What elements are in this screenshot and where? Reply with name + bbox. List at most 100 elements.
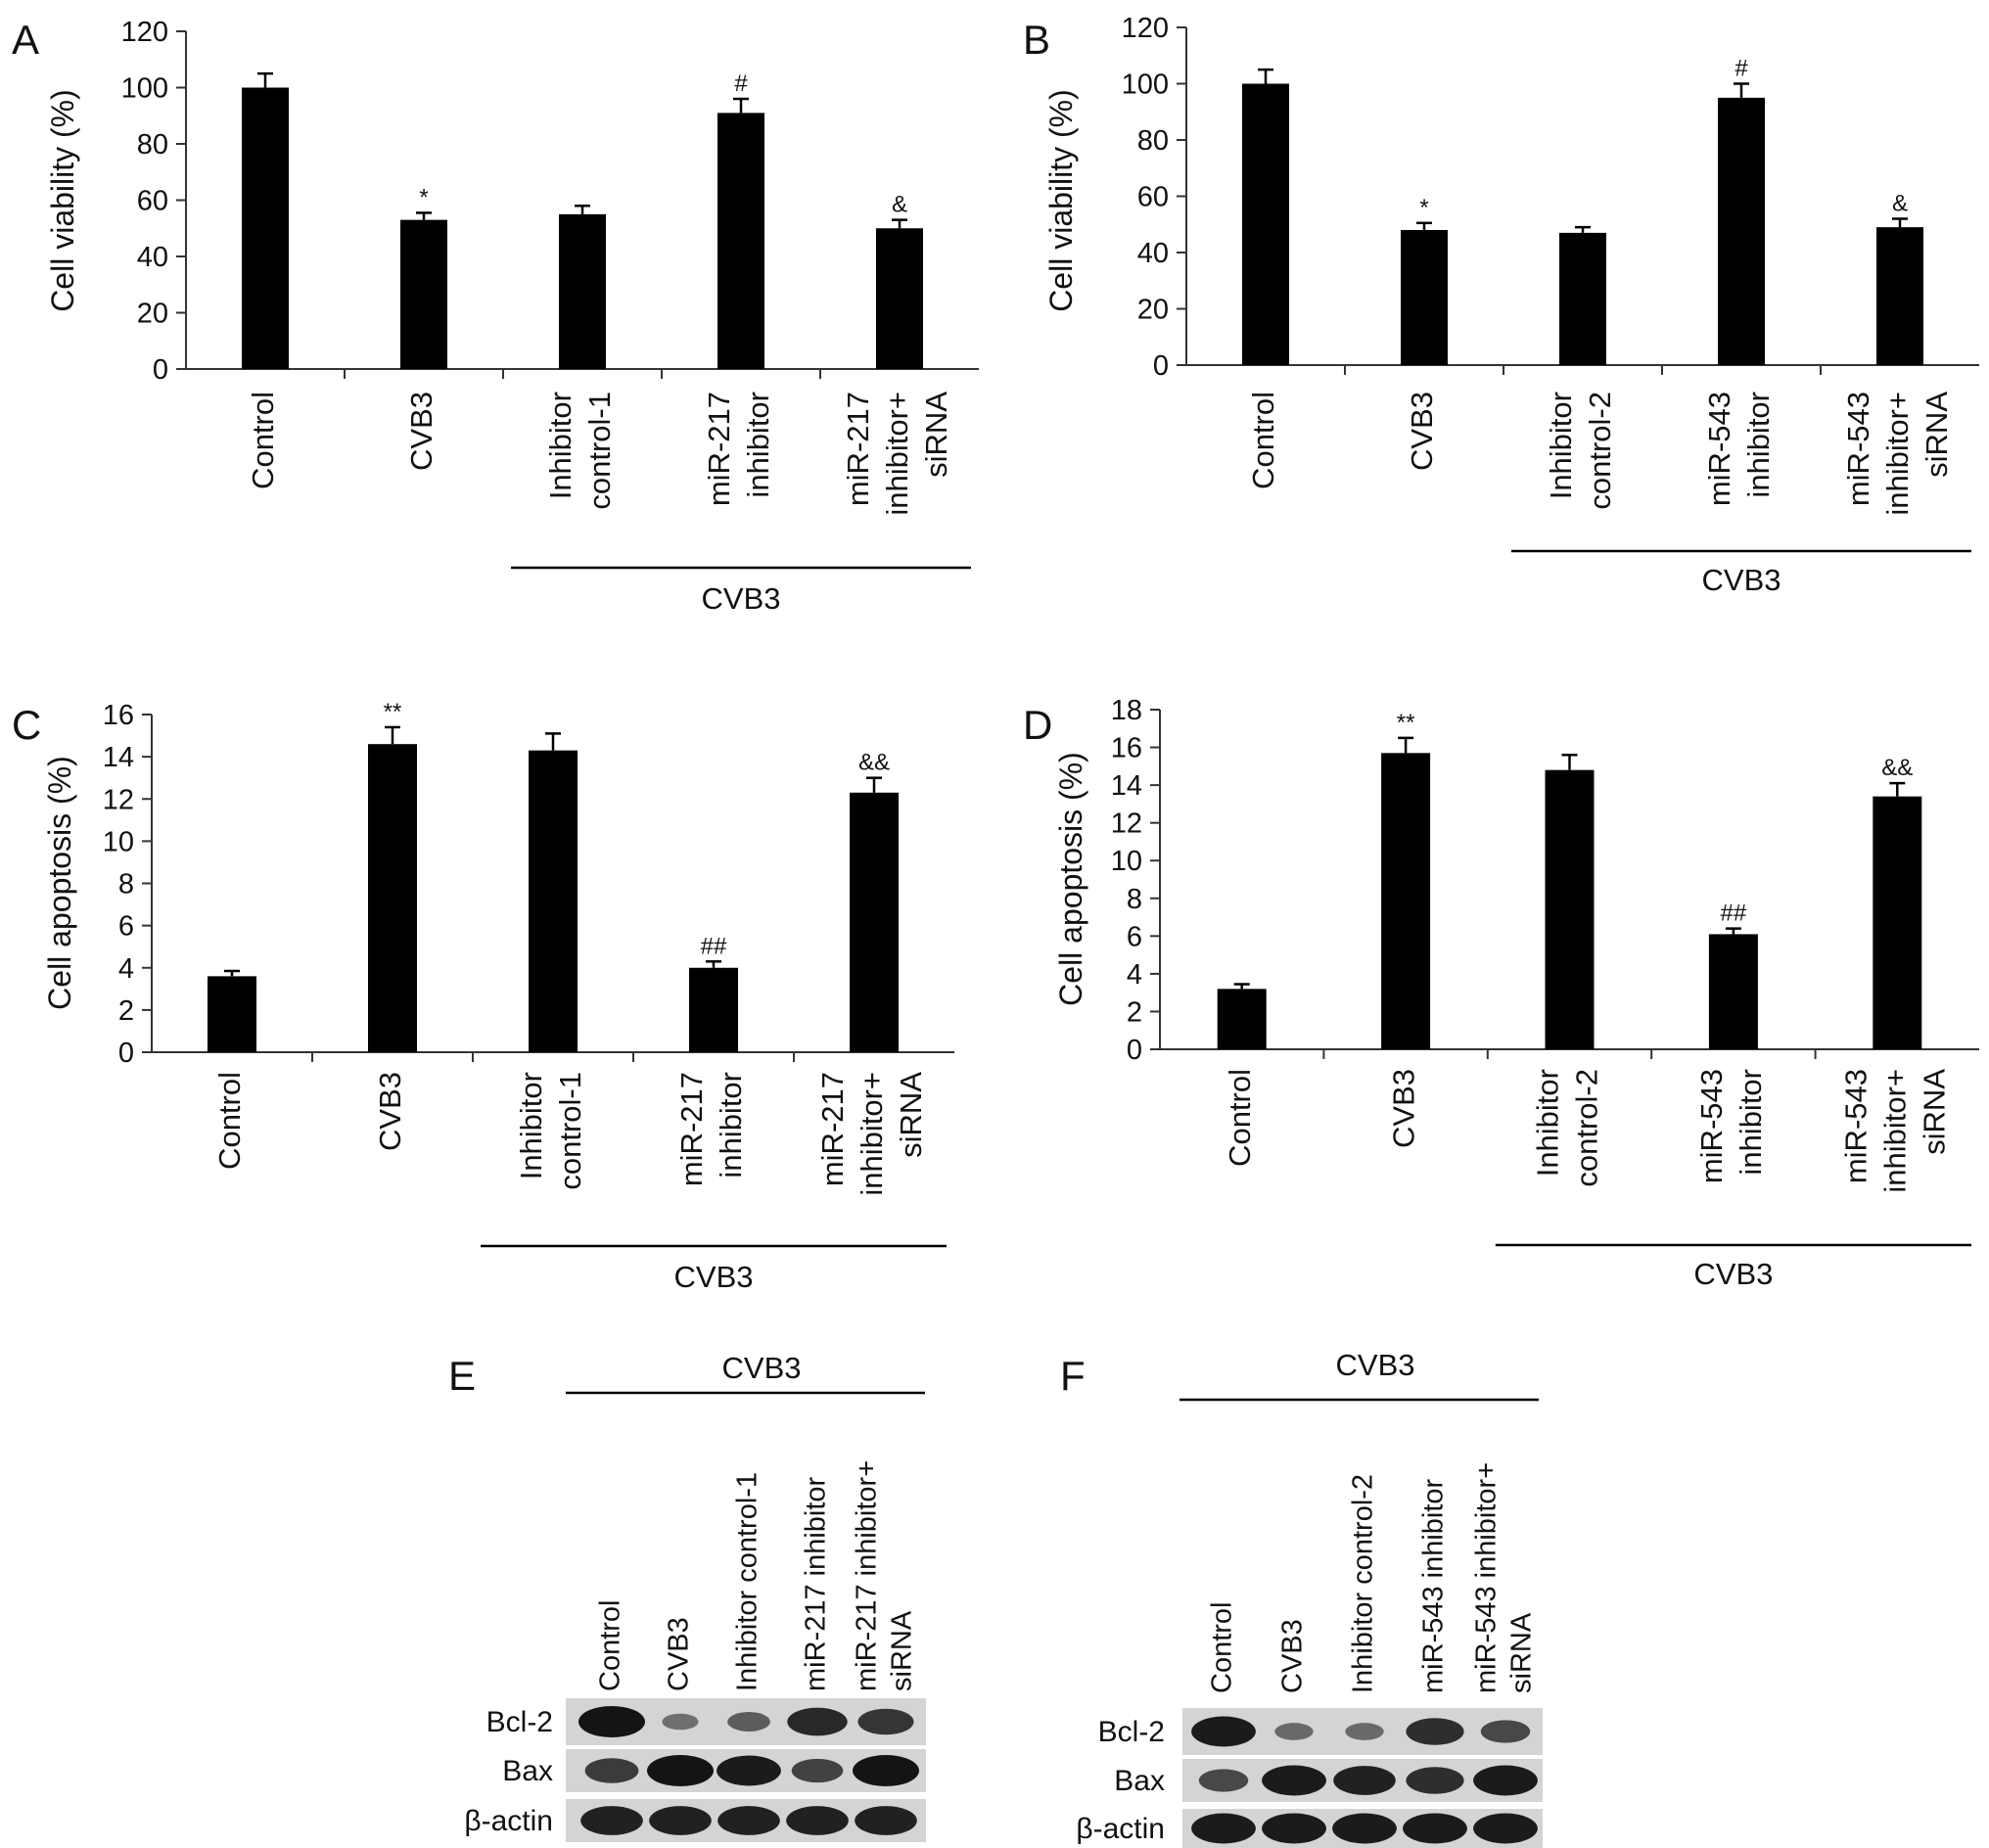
y-tick-label: 14 xyxy=(103,742,134,773)
category-label: control-1 xyxy=(553,1072,587,1190)
blot-band xyxy=(1406,1718,1464,1745)
chart-panel-b: B 0 20 40 60 80 100 120 Cell viability (%) * # & Con… xyxy=(1023,13,1979,597)
bar xyxy=(529,750,578,1052)
lane-label: miR-543 inhibitor+ xyxy=(1471,1462,1503,1693)
blot-row-label: Bcl-2 xyxy=(1098,1716,1165,1748)
blot-band xyxy=(580,1806,643,1835)
y-tick-label: 6 xyxy=(118,911,134,943)
bar xyxy=(689,967,738,1052)
panel-letter: E xyxy=(448,1353,476,1399)
y-axis-label: Cell apoptosis (%) xyxy=(42,756,77,1010)
blot-band xyxy=(791,1758,844,1783)
category-label: CVB3 xyxy=(1386,1069,1420,1148)
y-tick-label: 14 xyxy=(1111,770,1142,802)
blot-row-label: β-actin xyxy=(464,1805,553,1837)
group-label: CVB3 xyxy=(1336,1348,1415,1382)
category-label: control-2 xyxy=(1583,392,1617,510)
bar xyxy=(1873,796,1922,1049)
blot-band xyxy=(787,1707,848,1736)
y-tick-label: 20 xyxy=(137,299,168,330)
blot-band xyxy=(1262,1765,1326,1796)
blot-band xyxy=(1406,1767,1464,1794)
category-label: inhibitor+ xyxy=(855,1072,889,1196)
y-tick-label: 10 xyxy=(1111,846,1142,877)
panel-letter: D xyxy=(1023,702,1052,748)
significance-marker: * xyxy=(419,184,428,210)
significance-marker: ## xyxy=(1721,901,1747,927)
category-label: CVB3 xyxy=(373,1072,407,1151)
blot-band xyxy=(1191,1716,1256,1747)
significance-marker: ** xyxy=(1397,710,1415,736)
bar xyxy=(876,228,923,369)
y-tick-label: 40 xyxy=(137,242,168,273)
lane-label: siRNA xyxy=(887,1610,918,1691)
y-tick-label: 80 xyxy=(1137,125,1169,157)
category-label: Control xyxy=(1246,392,1280,489)
significance-marker: && xyxy=(1881,755,1913,781)
y-tick-label: 8 xyxy=(1127,884,1142,915)
bar xyxy=(1876,227,1923,365)
blot-band xyxy=(662,1713,699,1731)
panel-letter: C xyxy=(12,702,41,748)
y-tick-label: 120 xyxy=(1122,13,1169,44)
y-tick-label: 18 xyxy=(1111,695,1142,726)
bar xyxy=(1401,230,1448,365)
lane-label: Inhibitor control-2 xyxy=(1348,1474,1379,1693)
panel-letter: B xyxy=(1023,17,1050,63)
y-tick-label: 60 xyxy=(137,186,168,217)
category-label: Inhibitor xyxy=(1531,1069,1565,1177)
blot-band xyxy=(727,1712,770,1732)
blot-band xyxy=(649,1806,712,1835)
category-label: siRNA xyxy=(894,1072,928,1158)
blot-band xyxy=(853,1755,919,1786)
lane-label: Inhibitor control-1 xyxy=(732,1472,763,1691)
category-label: miR-217 xyxy=(674,1072,709,1186)
blot-band xyxy=(717,1806,780,1835)
category-label: Inhibitor xyxy=(543,392,578,499)
bar xyxy=(1545,769,1595,1049)
category-label: siRNA xyxy=(1917,1069,1951,1155)
y-tick-label: 8 xyxy=(118,869,134,901)
significance-marker: & xyxy=(1892,191,1908,217)
category-label: control-2 xyxy=(1570,1069,1604,1187)
category-label: control-1 xyxy=(582,392,617,510)
group-label: CVB3 xyxy=(722,1351,802,1385)
blot-band xyxy=(1333,1766,1396,1795)
blot-panel-f: F CVB3 Control CVB3 Inhibitor control-2 miR-5… xyxy=(1060,1348,1543,1848)
chart-panel-c: C 0 2 4 6 8 10 12 14 16 Cell apoptosis (%) ** ## && Co… xyxy=(12,699,954,1294)
lane-label: CVB3 xyxy=(1277,1619,1309,1693)
blot-band xyxy=(786,1806,849,1835)
bar xyxy=(242,87,289,369)
category-label: siRNA xyxy=(919,392,953,478)
blot-band xyxy=(578,1706,645,1737)
blot-band xyxy=(1262,1813,1326,1844)
blot-band xyxy=(1332,1813,1397,1844)
y-axis-label: Cell apoptosis (%) xyxy=(1053,752,1088,1006)
blot-band xyxy=(1345,1723,1384,1740)
group-label: CVB3 xyxy=(1702,563,1781,597)
bar xyxy=(559,213,606,369)
blot-band xyxy=(857,1708,914,1735)
lane-label: siRNA xyxy=(1506,1612,1538,1693)
y-tick-label: 12 xyxy=(103,784,134,815)
y-axis-label: Cell viability (%) xyxy=(45,89,80,312)
blot-row-label: Bax xyxy=(1114,1765,1165,1797)
blot-band xyxy=(1473,1765,1538,1796)
blot-band xyxy=(1191,1813,1256,1844)
blot-band xyxy=(855,1806,917,1835)
significance-marker: && xyxy=(858,750,890,776)
significance-marker: ** xyxy=(384,699,402,725)
y-axis-label: Cell viability (%) xyxy=(1043,89,1079,312)
category-label: miR-543 xyxy=(1841,392,1875,506)
lane-label: miR-543 inhibitor xyxy=(1418,1478,1450,1693)
category-label: miR-543 xyxy=(1702,392,1736,506)
bar xyxy=(1217,989,1267,1049)
significance-marker: # xyxy=(1735,56,1748,82)
category-label: siRNA xyxy=(1920,392,1954,478)
bar xyxy=(1718,97,1765,365)
y-tick-label: 16 xyxy=(103,700,134,731)
y-tick-label: 2 xyxy=(1127,996,1142,1028)
category-label: Control xyxy=(246,392,280,489)
category-label: miR-543 xyxy=(1694,1069,1729,1183)
bar xyxy=(717,113,764,369)
